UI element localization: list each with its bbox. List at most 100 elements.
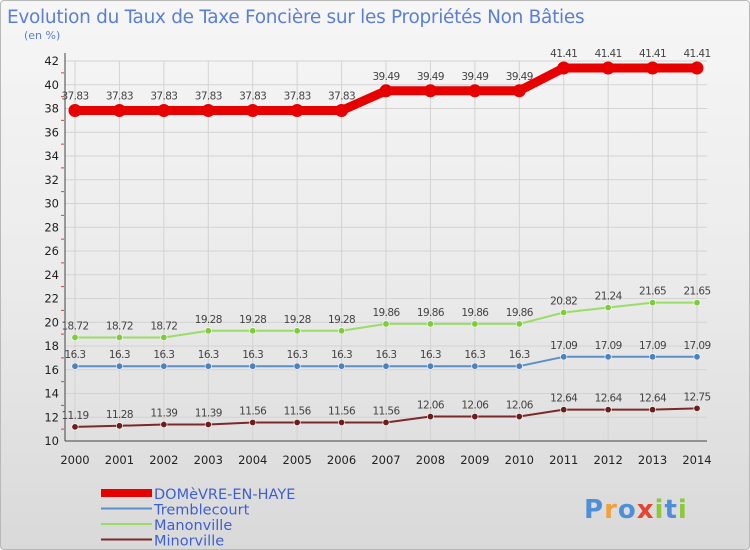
data-point (471, 320, 479, 328)
data-point (293, 327, 301, 335)
y-tick-label: 28 (44, 220, 59, 234)
data-point (335, 104, 349, 118)
y-tick-label: 16 (44, 363, 59, 377)
y-tick-label: 32 (44, 173, 59, 187)
data-point (382, 418, 390, 426)
legend-item-domèvre-en-haye: DOMèVRE-EN-HAYE (101, 487, 295, 503)
logo-letter: i (655, 495, 665, 525)
data-point (115, 362, 123, 370)
data-point (426, 320, 434, 328)
data-label: 21.65 (683, 286, 710, 298)
data-label: 19.86 (461, 307, 489, 319)
data-point (71, 423, 79, 431)
data-label: 12.06 (417, 400, 445, 412)
data-point (204, 327, 212, 335)
data-point (115, 333, 123, 341)
data-label: 12.75 (683, 391, 710, 403)
data-label: 11.56 (239, 405, 267, 417)
logo-letter: P (584, 495, 604, 525)
data-label: 11.19 (61, 410, 88, 422)
data-label: 16.3 (153, 349, 174, 361)
data-label: 37.83 (106, 91, 133, 103)
data-point (157, 104, 171, 118)
data-label: 16.3 (376, 349, 397, 361)
data-label: 18.72 (150, 320, 177, 332)
data-point (693, 404, 701, 412)
legend-item-manonville: Manonville (101, 518, 232, 534)
x-tick-label: 2006 (327, 453, 356, 467)
data-point (246, 104, 260, 118)
data-point (112, 104, 126, 118)
data-label: 41.41 (550, 48, 577, 60)
data-point (160, 420, 168, 428)
data-label: 16.3 (65, 349, 86, 361)
x-tick-label: 2007 (371, 453, 400, 467)
logo-letter: o (618, 495, 637, 525)
y-tick-label: 12 (44, 410, 59, 424)
data-point (338, 418, 346, 426)
data-label: 20.82 (550, 296, 577, 308)
data-label: 21.24 (595, 291, 623, 303)
data-label: 37.83 (328, 91, 355, 103)
data-point (249, 362, 257, 370)
data-point (426, 413, 434, 421)
data-label: 11.56 (372, 405, 400, 417)
logo-letter: t (664, 495, 677, 525)
data-label: 19.86 (506, 307, 534, 319)
data-label: 17.09 (595, 340, 622, 352)
data-point (68, 104, 82, 118)
y-tick-label: 26 (44, 244, 59, 258)
data-point (249, 418, 257, 426)
x-tick-label: 2001 (105, 453, 134, 467)
data-point (338, 362, 346, 370)
data-point (471, 413, 479, 421)
data-point (382, 320, 390, 328)
data-label: 16.3 (464, 349, 485, 361)
y-tick-label: 20 (44, 315, 59, 329)
logo-letter: x (637, 495, 655, 525)
series-domèvre-en-haye: 37.83 37.83 37.83 37.83 37.83 37.83 37.83 39.49… (61, 48, 711, 118)
data-point (290, 104, 304, 118)
legend-item-minorville: Minorville (101, 534, 224, 550)
x-tick-label: 2014 (682, 453, 711, 467)
y-tick-label: 18 (44, 339, 59, 353)
data-point (293, 418, 301, 426)
x-tick-label: 2002 (149, 453, 178, 467)
data-point (649, 353, 657, 361)
data-point (515, 362, 523, 370)
y-tick-label: 22 (44, 292, 59, 306)
data-label: 16.3 (420, 349, 441, 361)
data-point (382, 362, 390, 370)
data-point (649, 299, 657, 307)
y-tick-label: 14 (44, 387, 59, 401)
series-minorville: 11.19 11.28 11.39 11.39 11.56 11.56 11.56 11.56… (61, 391, 711, 431)
data-label: 37.83 (150, 91, 177, 103)
data-label: 19.28 (284, 314, 311, 326)
legend: DOMèVRE-EN-HAYETremblecourtManonvilleMin… (101, 487, 295, 550)
data-label: 41.41 (683, 48, 710, 60)
data-point (515, 413, 523, 421)
data-label: 37.83 (284, 91, 311, 103)
unit-label: (en %) (24, 29, 60, 42)
data-point (249, 327, 257, 335)
data-point (338, 327, 346, 335)
data-point (471, 362, 479, 370)
legend-label: Tremblecourt (153, 503, 250, 519)
logo-text: Proxiti (584, 495, 688, 525)
data-label: 17.09 (683, 340, 710, 352)
data-label: 19.28 (239, 314, 266, 326)
data-point (560, 309, 568, 317)
data-point (512, 84, 526, 98)
data-label: 12.06 (506, 400, 534, 412)
x-tick-label: 2012 (594, 453, 623, 467)
data-label: 11.56 (328, 405, 356, 417)
data-label: 16.3 (242, 349, 263, 361)
grid (65, 60, 707, 442)
data-point (204, 420, 212, 428)
y-tick-label: 36 (44, 125, 59, 139)
y-tick-label: 40 (44, 78, 59, 92)
data-label: 19.28 (195, 314, 222, 326)
data-point (649, 406, 657, 414)
data-point (693, 353, 701, 361)
